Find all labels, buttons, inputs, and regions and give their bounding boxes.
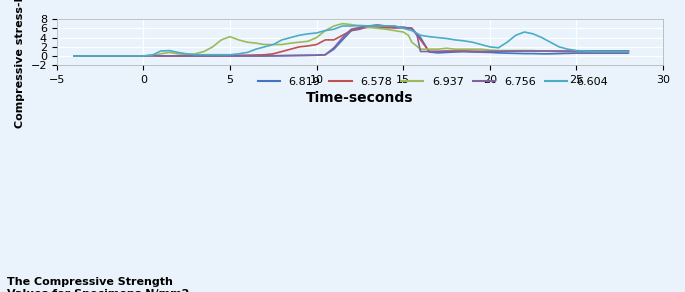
X-axis label: Time-seconds: Time-seconds: [306, 91, 414, 105]
Text: The Compressive Strength
Values for Specimens N/mm2: The Compressive Strength Values for Spec…: [7, 277, 189, 292]
Y-axis label: Compressive stress-N/mm2: Compressive stress-N/mm2: [15, 0, 25, 128]
Legend: 6.819, 6.578, 6.937, 6.756, 6.604: 6.819, 6.578, 6.937, 6.756, 6.604: [253, 72, 612, 91]
